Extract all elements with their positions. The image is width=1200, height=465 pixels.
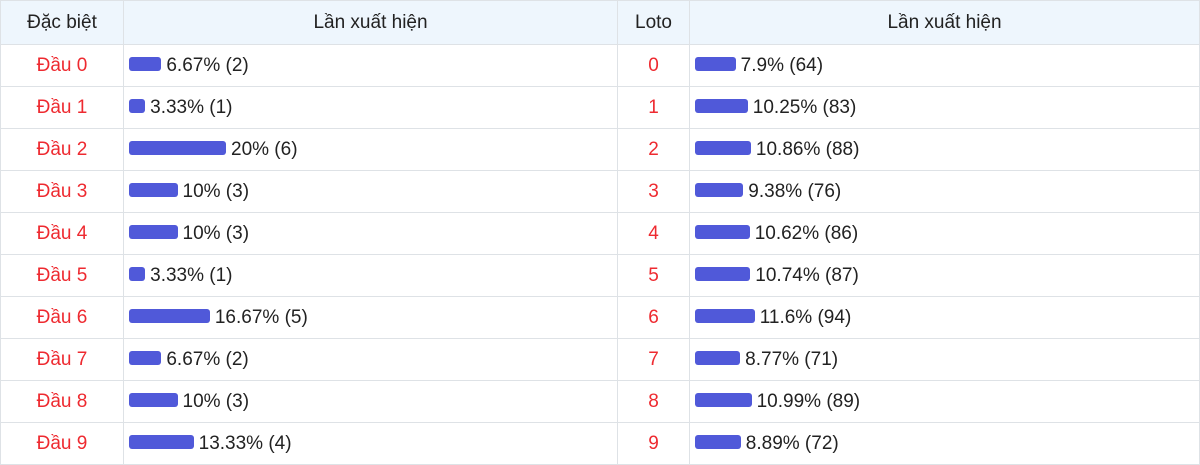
loto-bar [695,99,748,114]
loto-value: 10.74% (87) [755,264,859,286]
loto-label: 7 [617,338,690,381]
loto-frequency: 10.25% (83) [689,86,1200,129]
loto-bar [695,57,736,72]
loto-frequency: 8.77% (71) [689,338,1200,381]
loto-frequency: 9.38% (76) [689,170,1200,213]
dau-bar [129,99,146,114]
loto-bar [695,225,750,240]
loto-frequency: 8.89% (72) [689,422,1200,465]
dau-label: Đầu 9 [0,422,124,465]
header-loto: Loto [617,0,690,45]
table-row: Đầu 9 13.33% (4) 9 8.89% (72) [0,422,1200,465]
loto-frequency: 11.6% (94) [689,296,1200,339]
dau-value: 6.67% (2) [166,54,249,76]
dau-label: Đầu 3 [0,170,124,213]
dau-frequency: 6.67% (2) [123,338,618,381]
loto-value: 10.25% (83) [752,96,857,118]
dau-frequency: 20% (6) [123,128,618,171]
loto-bar [695,141,751,156]
loto-bar [695,183,744,198]
dau-bar [129,309,210,324]
loto-bar [695,267,751,282]
loto-value: 11.6% (94) [759,306,852,328]
loto-label: 9 [617,422,690,465]
loto-frequency: 10.99% (89) [689,380,1200,423]
dau-label: Đầu 4 [0,212,124,255]
table-row: Đầu 7 6.67% (2) 7 8.77% (71) [0,338,1200,381]
dau-bar [129,435,194,450]
loto-value: 10.62% (86) [754,222,859,244]
dau-frequency: 3.33% (1) [123,86,618,129]
dau-bar [129,141,226,156]
loto-label: 0 [617,44,690,87]
dau-bar [129,267,146,282]
loto-value: 7.9% (64) [740,54,824,76]
dau-frequency: 10% (3) [123,170,618,213]
dau-label: Đầu 5 [0,254,124,297]
table-row: Đầu 8 10% (3) 8 10.99% (89) [0,380,1200,423]
table-row: Đầu 3 10% (3) 3 9.38% (76) [0,170,1200,213]
dau-label: Đầu 2 [0,128,124,171]
header-special: Đặc biệt [0,0,124,45]
dau-frequency: 10% (3) [123,380,618,423]
table-row: Đầu 2 20% (6) 2 10.86% (88) [0,128,1200,171]
loto-value: 10.86% (88) [755,138,860,160]
dau-frequency: 6.67% (2) [123,44,618,87]
dau-value: 10% (3) [182,222,250,244]
loto-value: 8.89% (72) [745,432,839,454]
dau-frequency: 16.67% (5) [123,296,618,339]
loto-frequency: 10.74% (87) [689,254,1200,297]
loto-bar [695,435,741,450]
dau-value: 20% (6) [231,138,298,160]
dau-label: Đầu 8 [0,380,124,423]
loto-bar [695,351,741,366]
dau-bar [129,57,162,72]
dau-label: Đầu 1 [0,86,124,129]
dau-value: 10% (3) [182,390,250,412]
dau-label: Đầu 0 [0,44,124,87]
dau-value: 6.67% (2) [166,348,249,370]
loto-label: 2 [617,128,690,171]
dau-bar [129,225,178,240]
table-row: Đầu 1 3.33% (1) 1 10.25% (83) [0,86,1200,129]
loto-bar [695,309,755,324]
loto-label: 8 [617,380,690,423]
loto-frequency: 7.9% (64) [689,44,1200,87]
loto-label: 5 [617,254,690,297]
header-row: Đặc biệt Lần xuất hiện Loto Lần xuất hiệ… [0,0,1200,45]
loto-label: 3 [617,170,690,213]
loto-label: 1 [617,86,690,129]
table-row: Đầu 0 6.67% (2) 0 7.9% (64) [0,44,1200,87]
dau-bar [129,393,178,408]
loto-value: 8.77% (71) [745,348,839,370]
loto-frequency: 10.86% (88) [689,128,1200,171]
dau-frequency: 3.33% (1) [123,254,618,297]
table-row: Đầu 4 10% (3) 4 10.62% (86) [0,212,1200,255]
table-row: Đầu 6 16.67% (5) 6 11.6% (94) [0,296,1200,339]
dau-value: 3.33% (1) [150,264,233,286]
dau-value: 13.33% (4) [198,432,292,454]
loto-label: 4 [617,212,690,255]
dau-label: Đầu 6 [0,296,124,339]
loto-label: 6 [617,296,690,339]
dau-label: Đầu 7 [0,338,124,381]
dau-value: 10% (3) [182,180,250,202]
dau-bar [129,351,162,366]
dau-bar [129,183,178,198]
header-appear-special: Lần xuất hiện [123,0,618,45]
loto-frequency: 10.62% (86) [689,212,1200,255]
loto-value: 10.99% (89) [756,390,861,412]
header-appear-loto: Lần xuất hiện [689,0,1200,45]
dau-frequency: 10% (3) [123,212,618,255]
table-row: Đầu 5 3.33% (1) 5 10.74% (87) [0,254,1200,297]
loto-bar [695,393,752,408]
dau-frequency: 13.33% (4) [123,422,618,465]
dau-value: 3.33% (1) [150,96,233,118]
dau-value: 16.67% (5) [214,306,308,328]
loto-value: 9.38% (76) [748,180,842,202]
